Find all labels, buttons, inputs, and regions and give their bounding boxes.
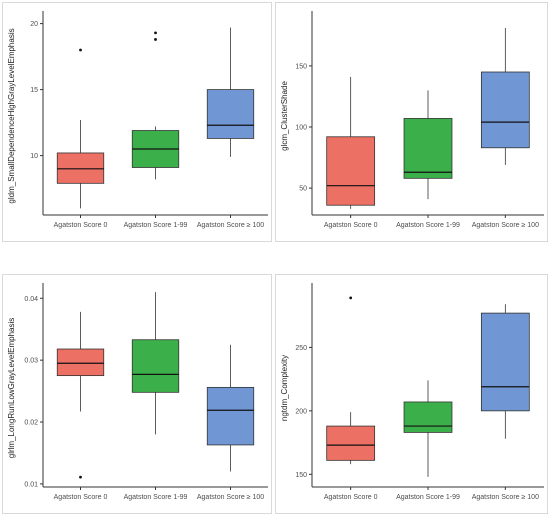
y-tick-label: 200 (295, 408, 307, 415)
x-category-label: Agatston Score ≥ 100 (197, 494, 264, 501)
y-tick-label: 20 (30, 21, 38, 28)
boxplot-svg: 150 200 250 ngtdm_Complexity Agatston Score … (280, 283, 544, 501)
chart-panel-bottom-left: 0.01 0.02 0.03 0.04 glrlm_LongRunLowGrayLeve… (2, 274, 272, 514)
box-iqr (403, 401, 453, 433)
x-category-label: Agatston Score 1-99 (124, 494, 188, 501)
x-category-label: Agatston Score 0 (324, 494, 378, 501)
y-tick-label: 150 (295, 63, 307, 70)
x-category-label: Agatston Score ≥ 100 (472, 494, 539, 501)
x-category-label: Agatston Score ≥ 100 (197, 222, 264, 229)
box-iqr (326, 136, 376, 206)
boxplot-svg: 50 100 150 glcm_ClusterShade Agatston Score … (280, 11, 544, 229)
y-tick-label: 250 (295, 345, 307, 352)
y-tick-label: 0.04 (24, 296, 38, 303)
box-iqr (206, 386, 255, 446)
x-category-label: Agatston Score 0 (54, 494, 108, 501)
y-axis-title: glcm_ClusterShade (280, 81, 289, 151)
box-iqr (480, 312, 530, 412)
x-category-label: Agatston Score 0 (54, 222, 108, 229)
box-iqr (403, 118, 453, 179)
outlier-point (154, 31, 157, 35)
y-tick-label: 150 (295, 472, 307, 479)
box-iqr (480, 71, 530, 149)
chart-panel-top-left: 10 15 20 gldm_SmallDependenceHighGrayLevelE… (2, 2, 272, 242)
y-axis-title: ngtdm_Complexity (280, 355, 289, 421)
box-iqr (56, 348, 105, 377)
y-tick-label: 15 (30, 87, 38, 94)
box-iqr (206, 89, 255, 139)
outlier-point (154, 38, 157, 41)
y-tick-label: 10 (30, 153, 38, 160)
box-iqr (326, 425, 376, 461)
box-iqr (131, 339, 180, 393)
boxplot-svg: 10 15 20 gldm_SmallDependenceHighGrayLevelE… (7, 11, 268, 229)
y-axis-title: gldm_SmallDependenceHighGrayLevelEmphasi… (7, 28, 16, 203)
outlier-point (79, 48, 82, 52)
y-tick-label: 100 (295, 125, 307, 132)
x-category-label: Agatston Score 1-99 (396, 222, 460, 229)
x-category-label: Agatston Score 1-99 (396, 494, 460, 501)
box-iqr (56, 152, 105, 184)
y-tick-label: 50 (299, 186, 307, 193)
x-category-label: Agatston Score ≥ 100 (472, 222, 539, 229)
x-category-label: Agatston Score 1-99 (124, 222, 188, 229)
y-axis-title: glrlm_LongRunLowGrayLevelEmphasis (7, 318, 16, 459)
outlier-point (349, 296, 353, 300)
y-tick-label: 0.02 (24, 420, 38, 427)
boxplot-svg: 0.01 0.02 0.03 0.04 glrlm_LongRunLowGrayLeve… (7, 283, 268, 501)
outlier-point (79, 475, 82, 479)
y-tick-label: 0.03 (24, 358, 38, 365)
chart-panel-bottom-right: 150 200 250 ngtdm_Complexity Agatston Score … (275, 274, 548, 514)
y-tick-label: 0.01 (24, 481, 38, 488)
chart-panel-top-right: 50 100 150 glcm_ClusterShade Agatston Score … (275, 2, 548, 242)
x-category-label: Agatston Score 0 (324, 222, 378, 229)
